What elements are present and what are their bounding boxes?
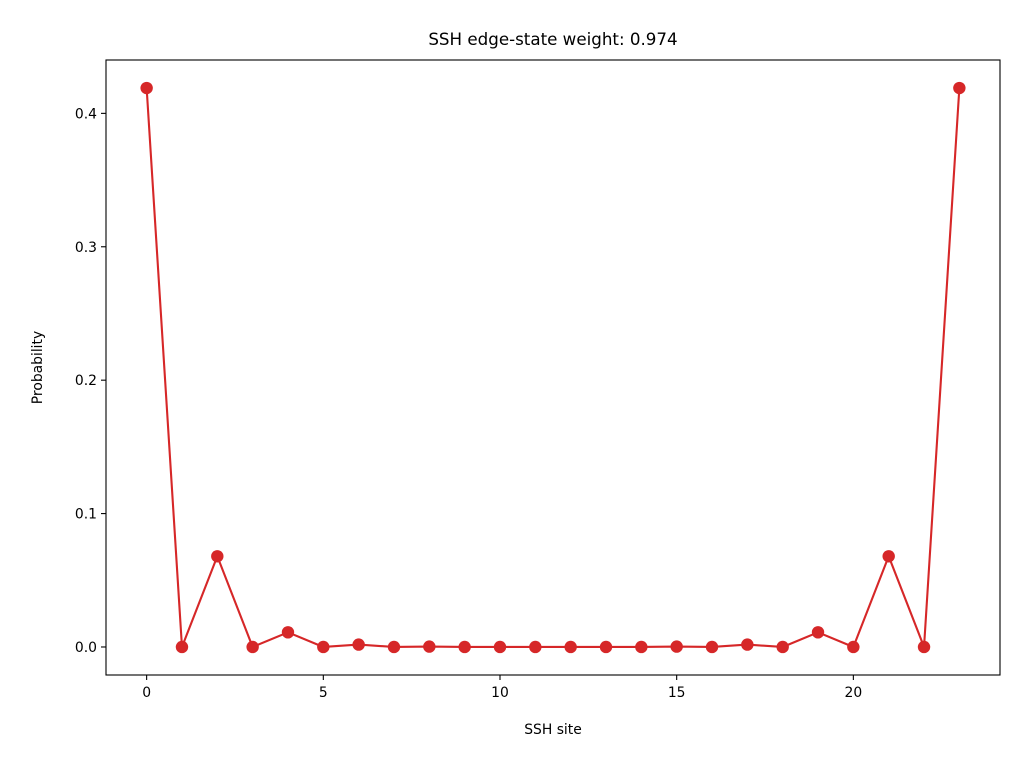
x-tick-label: 5 [319, 685, 328, 701]
data-point [776, 640, 789, 654]
data-point [493, 640, 507, 654]
y-axis-label: Probability [30, 331, 46, 404]
data-point [599, 640, 613, 654]
data-point [917, 640, 931, 654]
series-line [145, 87, 961, 649]
axes-frame [105, 59, 1001, 676]
data-point [705, 640, 719, 654]
y-tick-label: 0.1 [75, 507, 97, 523]
data-point [387, 640, 401, 654]
data-point [811, 626, 825, 639]
y-tick-label: 0.3 [75, 240, 97, 256]
x-axis-label: SSH site [524, 722, 582, 738]
data-point [670, 640, 683, 653]
data-point [140, 81, 153, 95]
data-point [953, 81, 966, 95]
data-point [741, 638, 754, 651]
data-point [564, 640, 577, 654]
data-point [423, 640, 436, 653]
data-point [281, 626, 295, 639]
y-tick-label: 0.2 [75, 373, 97, 389]
x-tick-label: 10 [491, 685, 509, 701]
x-tick-label: 15 [668, 685, 686, 701]
x-tick-label: 20 [845, 685, 863, 701]
axis-ticks: 0 5 10 15 20 0.0 0.1 0.2 0.3 0.4 [75, 106, 862, 701]
data-point [352, 638, 365, 651]
data-point [882, 550, 895, 563]
plot-area [140, 81, 966, 654]
data-point [847, 640, 860, 654]
y-tick-label: 0.0 [75, 640, 97, 656]
data-point [211, 550, 224, 563]
data-point [246, 640, 259, 654]
chart-title: SSH edge-state weight: 0.974 [428, 29, 677, 49]
y-tick-label: 0.4 [75, 106, 97, 122]
data-point [175, 640, 189, 654]
data-point [317, 640, 330, 654]
data-point [458, 640, 471, 654]
data-point [635, 640, 648, 654]
data-point [529, 640, 542, 654]
x-tick-label: 0 [142, 685, 151, 701]
